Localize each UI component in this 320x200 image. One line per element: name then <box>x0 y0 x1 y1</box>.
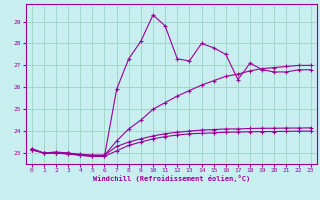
X-axis label: Windchill (Refroidissement éolien,°C): Windchill (Refroidissement éolien,°C) <box>92 175 250 182</box>
